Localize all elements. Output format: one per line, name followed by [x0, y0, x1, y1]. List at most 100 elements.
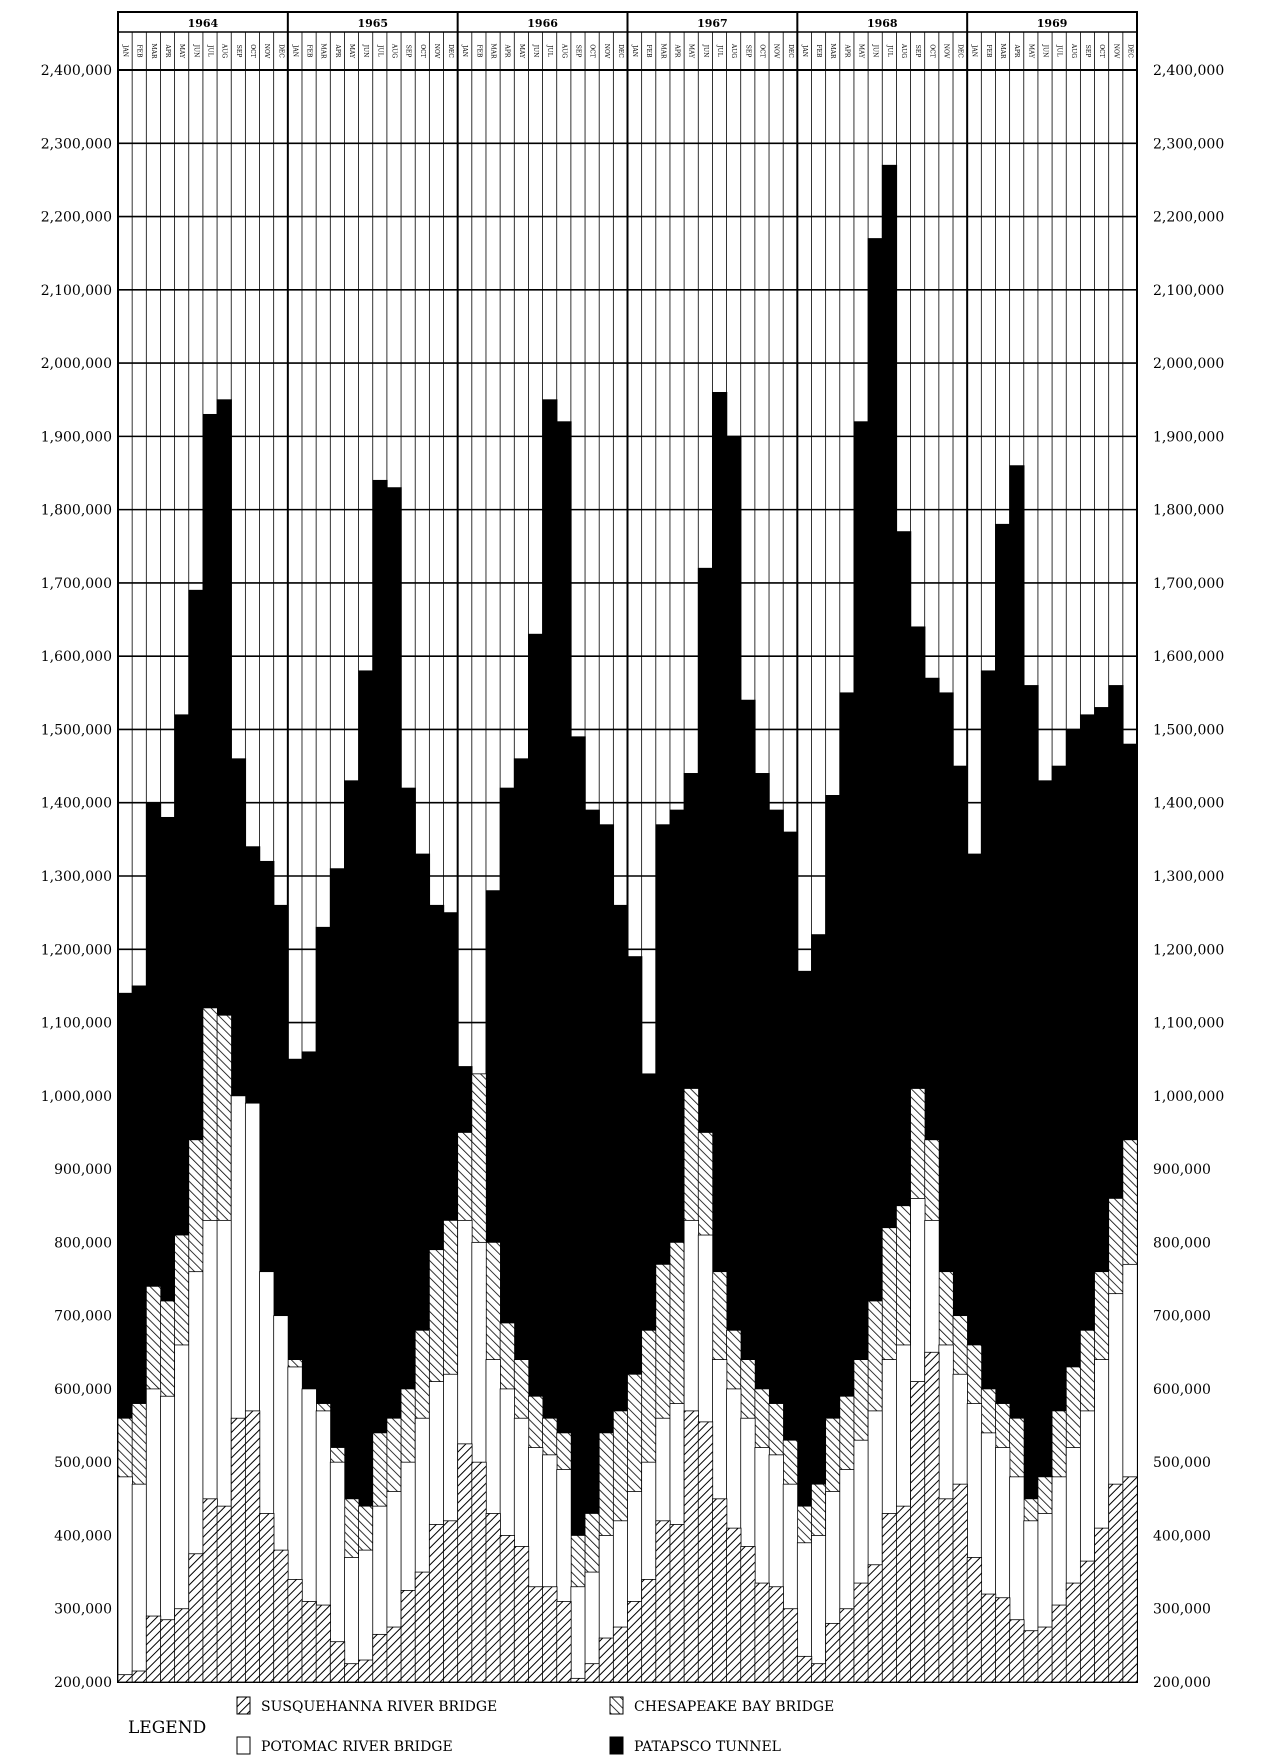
- bar: [570, 1586, 586, 1683]
- bar: [1009, 1619, 1025, 1683]
- legend-item: SUSQUEHANNA RIVER BRIDGE: [236, 1696, 497, 1715]
- bar: [244, 1410, 261, 1683]
- bar: [400, 1590, 416, 1683]
- bar: [202, 1498, 218, 1683]
- y-tick-label-left: 800,000: [54, 1235, 112, 1251]
- month-label: MAR: [490, 44, 497, 59]
- legend-swatch: [236, 1696, 251, 1715]
- month-label: MAY: [178, 44, 185, 59]
- y-tick-label-right: 600,000: [1153, 1382, 1211, 1398]
- bar: [457, 1443, 473, 1683]
- bar: [287, 1579, 303, 1683]
- month-label: APR: [504, 44, 511, 58]
- month-label: JUL: [376, 44, 383, 56]
- month-label: FEB: [136, 45, 143, 59]
- legend-swatch: [609, 1736, 624, 1755]
- y-tick-label-right: 1,700,000: [1153, 576, 1224, 592]
- bar: [344, 1663, 360, 1683]
- bar: [938, 1498, 954, 1683]
- month-label: JUL: [206, 44, 213, 56]
- month-label: NOV: [1112, 44, 1119, 59]
- month-label: OCT: [249, 44, 256, 58]
- month-label: FEB: [475, 45, 482, 59]
- month-label: APR: [674, 44, 681, 58]
- y-tick-label-left: 2,200,000: [41, 210, 112, 226]
- bar: [584, 1663, 600, 1683]
- year-label: 1966: [527, 17, 558, 30]
- y-tick-label-right: 2,200,000: [1153, 210, 1224, 226]
- y-tick-label-right: 1,100,000: [1153, 1016, 1224, 1032]
- month-label: AUG: [390, 43, 397, 58]
- legend-swatch: [236, 1736, 251, 1755]
- y-tick-label-left: 2,100,000: [41, 283, 112, 299]
- month-label: DEC: [447, 44, 454, 58]
- y-tick-label-right: 2,000,000: [1153, 356, 1224, 372]
- y-tick-label-right: 400,000: [1153, 1528, 1211, 1544]
- bar: [796, 1655, 813, 1683]
- bar: [216, 1505, 232, 1683]
- month-label: JAN: [291, 44, 298, 57]
- bar: [443, 1520, 459, 1683]
- y-tick-label-right: 1,200,000: [1153, 942, 1224, 958]
- bar: [329, 1641, 346, 1683]
- month-label: NOV: [263, 44, 270, 59]
- bar: [145, 1615, 162, 1683]
- year-label: 1967: [697, 17, 728, 30]
- y-tick-label-left: 300,000: [54, 1602, 112, 1618]
- legend-label: SUSQUEHANNA RIVER BRIDGE: [261, 1699, 497, 1715]
- bar: [1079, 1560, 1096, 1683]
- bar: [839, 1608, 855, 1683]
- month-label: OCT: [589, 44, 596, 58]
- bar: [174, 1608, 190, 1683]
- y-tick-label-left: 200,000: [54, 1675, 112, 1691]
- bar: [754, 1582, 770, 1683]
- y-tick-label-right: 300,000: [1153, 1602, 1211, 1618]
- legend-item: PATAPSCO TUNNEL: [609, 1736, 781, 1755]
- y-tick-label-left: 1,500,000: [41, 722, 112, 738]
- legend-item: POTOMAC RIVER BRIDGE: [236, 1736, 453, 1755]
- bar: [881, 1513, 898, 1683]
- bar: [273, 1549, 289, 1683]
- bar: [1094, 1527, 1110, 1683]
- y-tick-label-left: 2,400,000: [41, 63, 112, 79]
- month-label: DEC: [617, 44, 624, 58]
- y-tick-label-right: 800,000: [1153, 1235, 1211, 1251]
- series-susquehanna-river-bridge: [117, 1351, 1138, 1683]
- y-tick-label-right: 1,400,000: [1153, 796, 1224, 812]
- y-tick-label-left: 1,400,000: [41, 796, 112, 812]
- bar: [1023, 1630, 1039, 1683]
- bar: [1122, 1476, 1138, 1683]
- month-label: MAY: [688, 44, 695, 59]
- month-label: SEP: [405, 45, 412, 58]
- legend-label: CHESAPEAKE BAY BRIDGE: [634, 1699, 834, 1715]
- month-label: APR: [843, 44, 850, 58]
- month-label: FEB: [306, 45, 313, 59]
- bar: [570, 1677, 586, 1683]
- bar: [811, 1535, 827, 1683]
- y-tick-label-left: 2,000,000: [41, 356, 112, 372]
- month-label: NOV: [433, 44, 440, 59]
- legend-item: CHESAPEAKE BAY BRIDGE: [609, 1696, 834, 1715]
- y-tick-label-left: 1,100,000: [41, 1016, 112, 1032]
- bar: [712, 1498, 728, 1683]
- month-label: OCT: [1098, 44, 1105, 58]
- y-tick-label-right: 2,400,000: [1153, 63, 1224, 79]
- year-label: 1964: [188, 17, 219, 30]
- bar: [598, 1637, 615, 1683]
- y-tick-label-left: 1,900,000: [41, 429, 112, 445]
- month-label: JUN: [362, 44, 369, 58]
- month-label: JAN: [122, 44, 129, 57]
- y-tick-label-left: 900,000: [54, 1162, 112, 1178]
- y-tick-label-left: 600,000: [54, 1382, 112, 1398]
- legend: LEGEND SUSQUEHANNA RIVER BRIDGE CHESAPEAKE…: [128, 1696, 834, 1755]
- month-label: DEC: [277, 44, 284, 58]
- legend-label: PATAPSCO TUNNEL: [634, 1739, 781, 1755]
- y-tick-label-left: 1,300,000: [41, 869, 112, 885]
- y-tick-label-left: 700,000: [54, 1309, 112, 1325]
- legend-label: POTOMAC RIVER BRIDGE: [261, 1739, 453, 1755]
- bar: [315, 1604, 331, 1683]
- bar: [386, 1626, 402, 1683]
- month-label: DEC: [957, 44, 964, 58]
- y-tick-label-right: 2,100,000: [1153, 283, 1224, 299]
